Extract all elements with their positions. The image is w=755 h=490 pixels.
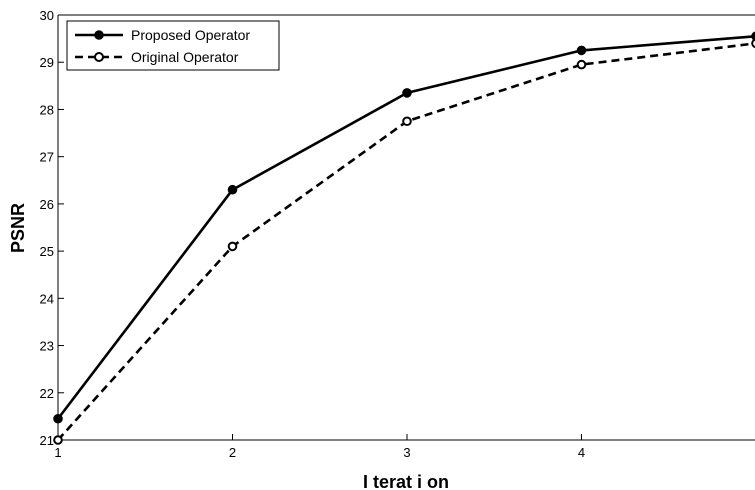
data-point-proposed [402,88,412,98]
y-tick-label: 29 [40,55,54,70]
x-tick-label: 1 [54,445,61,460]
data-point-proposed [576,45,587,56]
y-tick-label: 21 [40,433,54,448]
legend-label-proposed: Proposed Operator [131,27,250,43]
data-point-proposed [53,413,63,424]
y-axis-title: PSNR [8,203,28,253]
y-tick-label: 23 [40,339,54,354]
series-line-original [57,42,755,441]
data-point-original [402,116,412,127]
series-lines [53,31,755,445]
legend-box [66,20,280,71]
data-point-original [53,435,63,445]
y-tick-label: 28 [40,102,54,117]
data-point-original [227,241,238,252]
data-point-proposed [751,31,755,41]
y-tick-label: 27 [40,150,54,165]
y-tick-label: 22 [40,386,54,401]
legend-marker-original [94,52,104,62]
y-tick-label: 25 [40,244,54,259]
y-tick-label: 24 [40,291,54,306]
x-tick-label: 4 [578,445,585,460]
y-tick-label: 26 [40,197,54,212]
legend: Proposed Operator Original Operator [66,20,280,71]
x-tick-label: 3 [403,445,410,460]
x-axis-title: I terat i on [363,472,449,490]
legend-marker-proposed [94,30,104,40]
data-point-proposed [227,184,238,195]
axes [57,14,755,441]
data-point-original [751,38,755,49]
data-point-original [576,59,587,70]
x-tick-label: 2 [229,445,236,460]
legend-label-original: Original Operator [131,49,239,65]
y-tick-label: 30 [40,8,54,23]
